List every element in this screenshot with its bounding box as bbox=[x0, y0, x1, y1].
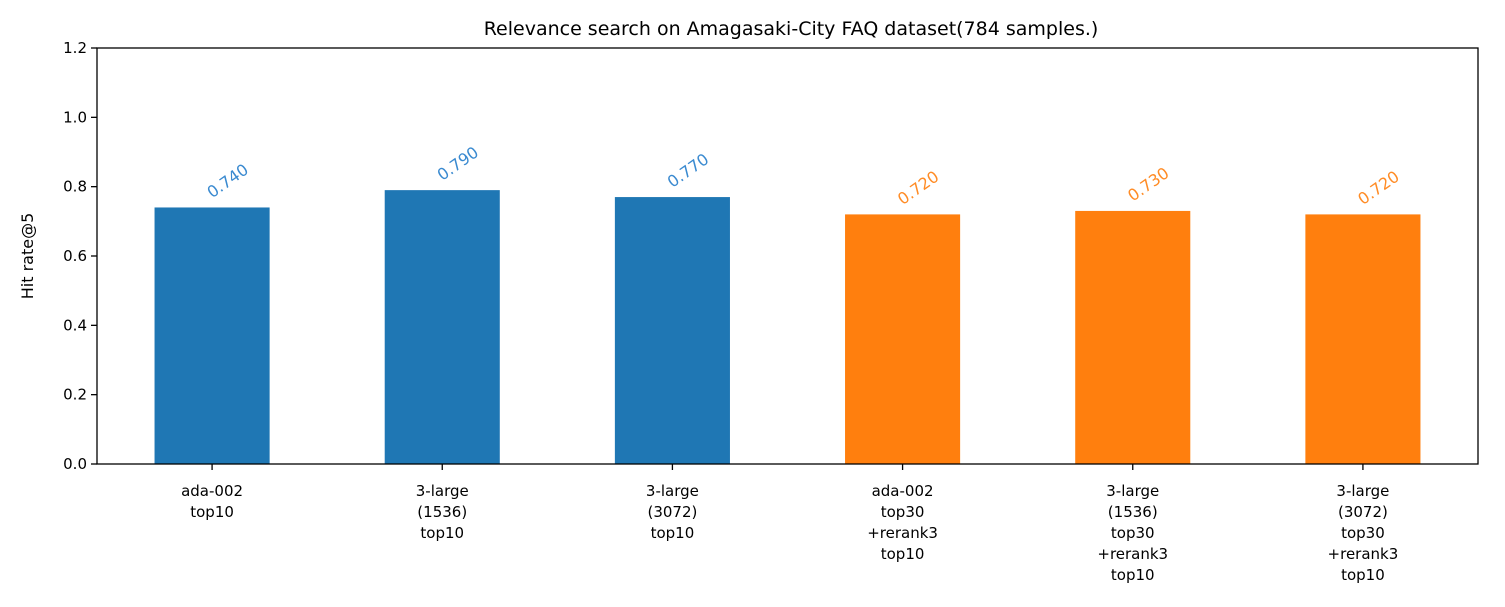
x-tick-label-line: +rerank3 bbox=[1097, 545, 1168, 563]
axes-frame bbox=[96, 47, 1479, 465]
x-tick-label-line: top30 bbox=[1341, 524, 1385, 542]
x-tick-label-line: top10 bbox=[190, 503, 234, 521]
bar bbox=[154, 207, 270, 464]
x-tick-label-line: top10 bbox=[881, 545, 925, 563]
chart-title: Relevance search on Amagasaki-City FAQ d… bbox=[484, 18, 1099, 40]
x-tick-label-line: (3072) bbox=[1338, 503, 1388, 521]
x-tick-label: ada-002 top10 bbox=[181, 482, 243, 521]
y-axis-label: Hit rate@5 bbox=[18, 213, 37, 300]
y-tick-label: 0.2 bbox=[63, 386, 87, 404]
x-tick-label: 3-large (3072) top10 bbox=[646, 482, 699, 542]
x-tick-label-line: top30 bbox=[1111, 524, 1155, 542]
x-tick-label: ada-002 top30 +rerank3 top10 bbox=[867, 482, 938, 563]
x-tick-label-line: top30 bbox=[881, 503, 925, 521]
x-tick-label-line: 3-large bbox=[1106, 482, 1159, 500]
x-tick-label: 3-large (1536) top10 bbox=[416, 482, 469, 542]
y-tick-label: 0.6 bbox=[63, 247, 87, 265]
x-tick-label-line: top10 bbox=[420, 524, 464, 542]
bar bbox=[1075, 210, 1191, 464]
bar-value-label: 0.770 bbox=[664, 150, 712, 192]
bar-value-label: 0.720 bbox=[1354, 167, 1402, 209]
x-tick-label-line: +rerank3 bbox=[867, 524, 938, 542]
x-tick-label-line: top10 bbox=[651, 524, 695, 542]
y-tick-label: 0.8 bbox=[63, 178, 87, 196]
y-tick-label: 1.2 bbox=[63, 39, 87, 57]
plot-area: 0.740 0.790 0.770 0.720 0.730 0.720 0.0 0.2 0.4 0… bbox=[63, 39, 1479, 584]
bar bbox=[614, 197, 730, 465]
x-tick-label-line: (1536) bbox=[417, 503, 467, 521]
bar bbox=[1305, 214, 1421, 464]
bar bbox=[384, 190, 500, 464]
bar-value-label: 0.790 bbox=[434, 143, 482, 185]
y-tick-label: 0.4 bbox=[63, 316, 87, 334]
x-tick-label-line: (3072) bbox=[647, 503, 697, 521]
bar-value-label: 0.740 bbox=[203, 160, 251, 202]
bar bbox=[845, 214, 961, 464]
x-tick-label-line: 3-large bbox=[416, 482, 469, 500]
x-tick-label-line: ada-002 bbox=[181, 482, 243, 500]
x-tick-label-line: top10 bbox=[1341, 566, 1385, 584]
x-tick-label-line: +rerank3 bbox=[1328, 545, 1399, 563]
y-tick-label: 0.0 bbox=[63, 455, 87, 473]
x-tick-label-line: 3-large bbox=[1336, 482, 1389, 500]
x-tick-label-line: top10 bbox=[1111, 566, 1155, 584]
y-tick-label: 1.0 bbox=[63, 108, 87, 126]
x-tick-label-line: (1536) bbox=[1108, 503, 1158, 521]
bar-value-label: 0.730 bbox=[1124, 163, 1172, 205]
bar-value-label: 0.720 bbox=[894, 167, 942, 209]
x-tick-label-line: 3-large bbox=[646, 482, 699, 500]
x-tick-label: 3-large (1536) top30 +rerank3 top10 bbox=[1097, 482, 1168, 584]
x-tick-label-line: ada-002 bbox=[872, 482, 934, 500]
x-tick-label: 3-large (3072) top30 +rerank3 top10 bbox=[1328, 482, 1399, 584]
